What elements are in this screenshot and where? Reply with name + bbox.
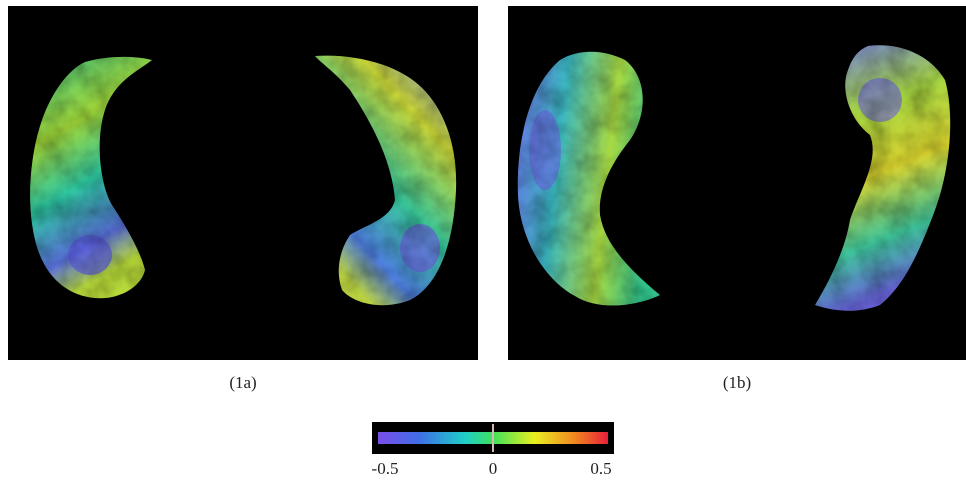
figure: (1a) (1b) -0.5 0 0.5 (0, 0, 966, 480)
colorbar-tick-label: 0.5 (590, 459, 611, 478)
colorbar-tick-label: -0.5 (372, 459, 399, 478)
page: (1a) (1b) -0.500.5 (() => { const data =… (0, 0, 966, 480)
surface-patch (529, 110, 561, 190)
surface-patch (68, 235, 112, 275)
panel-label: (1b) (723, 373, 751, 392)
surface-patch (858, 78, 902, 122)
surface-patch (400, 224, 440, 272)
panel-label: (1a) (229, 373, 256, 392)
colorbar-tick-label: 0 (489, 459, 498, 478)
